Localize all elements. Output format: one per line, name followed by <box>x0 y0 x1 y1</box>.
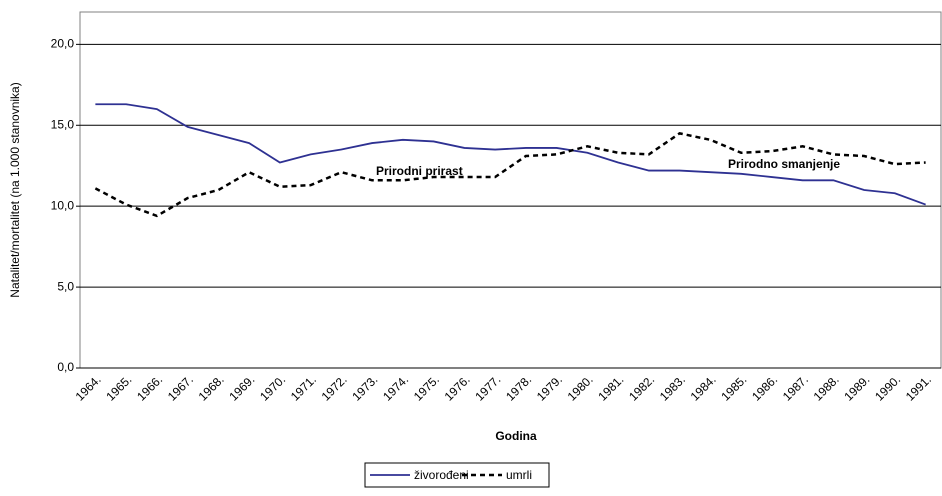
x-tick-label: 1988. <box>811 372 842 403</box>
x-tick-label: 1986. <box>749 372 780 403</box>
x-tick-label: 1987. <box>780 372 811 403</box>
x-tick-label: 1981. <box>595 372 626 403</box>
y-tick-label: 0,0 <box>57 360 74 374</box>
x-tick-label: 1966. <box>134 372 165 403</box>
x-tick-label: 1965. <box>103 372 134 403</box>
x-tick-label: 1989. <box>841 372 872 403</box>
x-tick-label: 1980. <box>565 372 596 403</box>
x-tick-label: 1974. <box>380 372 411 403</box>
x-tick-label: 1975. <box>411 372 442 403</box>
x-tick-label: 1964. <box>73 372 104 403</box>
series-line <box>94 132 926 218</box>
x-tick-label: 1970. <box>257 372 288 403</box>
x-tick-label: 1991. <box>903 372 934 403</box>
x-tick-label: 1967. <box>165 372 196 403</box>
x-tick-label: 1982. <box>626 372 657 403</box>
y-tick-label: 20,0 <box>51 37 75 51</box>
x-tick-label: 1977. <box>472 372 503 403</box>
y-tick-label: 5,0 <box>57 279 74 293</box>
x-tick-label: 1976. <box>442 372 473 403</box>
y-tick-label: 15,0 <box>51 117 75 131</box>
x-tick-label: 1971. <box>288 372 319 403</box>
x-tick-label: 1983. <box>657 372 688 403</box>
annotation: Prirodno smanjenje <box>728 157 840 171</box>
y-axis-title: Natalitet/mortalitet (na 1.000 stanovnik… <box>8 82 22 297</box>
x-tick-label: 1990. <box>872 372 903 403</box>
y-tick-label: 10,0 <box>51 198 75 212</box>
x-tick-label: 1979. <box>534 372 565 403</box>
x-tick-label: 1978. <box>503 372 534 403</box>
x-tick-label: 1969. <box>226 372 257 403</box>
x-axis-title: Godina <box>495 429 537 443</box>
x-tick-label: 1984. <box>688 372 719 403</box>
legend-label: umrli <box>506 468 532 482</box>
x-tick-label: 1968. <box>196 372 227 403</box>
x-tick-label: 1972. <box>319 372 350 403</box>
x-tick-label: 1973. <box>349 372 380 403</box>
legend-label: živorođeni <box>414 468 469 482</box>
series-line <box>95 103 926 206</box>
plot-area <box>79 11 942 369</box>
annotation: Prirodni prirast <box>376 164 463 178</box>
x-tick-label: 1985. <box>718 372 749 403</box>
